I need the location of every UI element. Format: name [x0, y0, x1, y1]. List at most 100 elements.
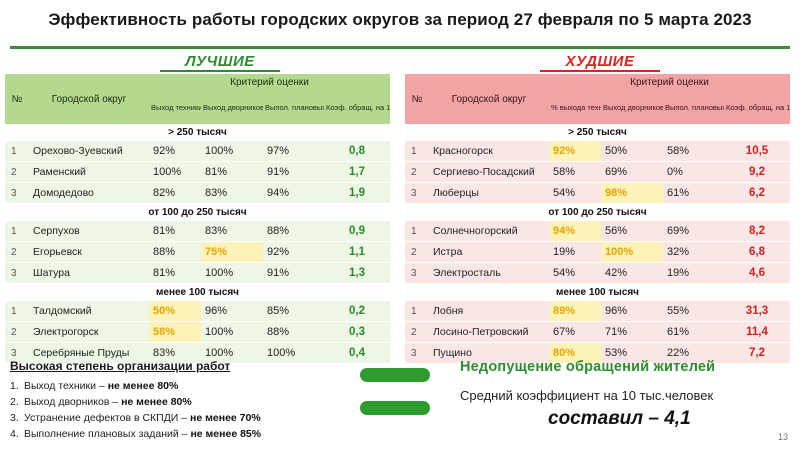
table-row: 2 Электрогорск 58% 100% 88% 0,3: [5, 321, 390, 343]
row-c3: 85%: [263, 301, 324, 322]
row-number: 3: [405, 182, 429, 204]
row-city: Электросталь: [429, 262, 549, 284]
row-c2: 100%: [201, 262, 263, 284]
row-number: 3: [5, 182, 29, 204]
list-item-text: Выход дворников –: [24, 396, 122, 408]
table-row: 3 Электросталь 54% 42% 19% 4,6: [405, 262, 790, 284]
row-city: Красногорск: [429, 141, 549, 162]
row-coef: 1,7: [324, 161, 390, 183]
row-c1: 58%: [549, 161, 601, 183]
row-city: Талдомский: [29, 301, 149, 322]
row-c1-highlight: 50%: [149, 301, 201, 322]
row-city: Солнечногорский: [429, 221, 549, 242]
table-row: 1 Солнечногорский 94% 56% 69% 8,2: [405, 221, 790, 242]
list-item-text: Выполнение плановых заданий –: [24, 428, 191, 440]
row-c1: 54%: [549, 182, 601, 204]
group-label: менее 100 тысяч: [405, 283, 790, 301]
row-c3: 55%: [663, 301, 724, 322]
row-city: Серпухов: [29, 221, 149, 242]
row-coef: 6,2: [724, 182, 790, 204]
row-coef: 9,2: [724, 161, 790, 183]
row-number: 3: [5, 342, 29, 364]
col-header-c1: % выхода техники: [549, 90, 601, 124]
row-city: Серебряные Пруды: [29, 342, 149, 364]
table-row: 3 Люберцы 54% 98% 61% 6,2: [405, 182, 790, 204]
row-city: Егорьевск: [29, 241, 149, 263]
row-c3: 92%: [263, 241, 324, 263]
list-item: 2. Выход дворников – не менее 80%: [10, 394, 261, 410]
result-heading: Недопущение обращений жителей: [460, 359, 716, 375]
row-c1-highlight: 89%: [549, 301, 601, 322]
group-label: от 100 до 250 тысяч: [405, 203, 790, 221]
equals-bar-bottom: [360, 401, 430, 415]
list-item-value: не менее 70%: [190, 412, 261, 424]
group-label: > 250 тысяч: [5, 124, 390, 141]
table-row: 2 Истра 19% 100% 32% 6,8: [405, 241, 790, 263]
table-row: 3 Пущино 80% 53% 22% 7,2: [405, 342, 790, 364]
row-city: Сергиево-Посадский: [429, 161, 549, 183]
col-header-city: Городской округ: [429, 74, 549, 124]
col-header-criteria: Критерий оценки: [149, 74, 390, 90]
list-item: 1. Выход техники – не менее 80%: [10, 378, 261, 394]
row-c3: 69%: [663, 221, 724, 242]
list-item: 3. Устранение дефектов в СКПДИ – не менее…: [10, 410, 261, 426]
page-number: 13: [777, 432, 788, 442]
table-row: 2 Егорьевск 88% 75% 92% 1,1: [5, 241, 390, 263]
worst-heading: ХУДШИЕ: [540, 53, 660, 72]
col-header-c3: Выпол. плановых заданий: [263, 90, 324, 124]
list-item: 4. Выполнение плановых заданий – не менее…: [10, 426, 261, 442]
col-header-c2: Выход дворников (УК+МБУ): [601, 90, 663, 124]
row-number: 2: [5, 321, 29, 343]
row-coef: 0,4: [324, 342, 390, 364]
col-header-num: №: [405, 74, 429, 124]
row-number: 2: [5, 241, 29, 263]
row-c1: 100%: [149, 161, 201, 183]
row-number: 3: [405, 342, 429, 364]
row-c2: 100%: [201, 141, 263, 162]
col-header-c4: Коэф. обращ. на 10 тыс.чел: [324, 90, 390, 124]
row-c1-highlight: 94%: [549, 221, 601, 242]
table-row: 3 Шатура 81% 100% 91% 1,3: [5, 262, 390, 284]
row-c1-highlight: 80%: [549, 342, 601, 364]
worst-table: № Городской округ Критерий оценки % выхо…: [405, 74, 790, 364]
row-c1: 83%: [149, 342, 201, 364]
row-number: 1: [405, 141, 429, 162]
row-coef: 31,3: [724, 301, 790, 322]
row-c2-highlight: 100%: [601, 241, 663, 263]
row-number: 1: [405, 221, 429, 242]
table-row: 1 Орехово-Зуевский 92% 100% 97% 0,8: [5, 141, 390, 162]
row-city: Истра: [429, 241, 549, 263]
row-c3: 61%: [663, 321, 724, 343]
row-c1: 82%: [149, 182, 201, 204]
row-number: 1: [5, 301, 29, 322]
row-city: Электрогорск: [29, 321, 149, 343]
row-c2: 96%: [601, 301, 663, 322]
row-number: 2: [405, 321, 429, 343]
row-c3: 58%: [663, 141, 724, 162]
row-c1: 92%: [149, 141, 201, 162]
row-c1: 81%: [149, 221, 201, 242]
row-c2-highlight: 75%: [201, 241, 263, 263]
list-item-value: не менее 80%: [107, 380, 179, 392]
row-c2: 96%: [201, 301, 263, 322]
row-c1: 81%: [149, 262, 201, 284]
row-coef: 1,3: [324, 262, 390, 284]
row-c2: 42%: [601, 262, 663, 284]
row-c1: 54%: [549, 262, 601, 284]
row-c3: 88%: [263, 321, 324, 343]
row-c3: 22%: [663, 342, 724, 364]
row-coef: 10,5: [724, 141, 790, 162]
row-c2: 83%: [201, 221, 263, 242]
row-c2: 71%: [601, 321, 663, 343]
row-coef: 6,8: [724, 241, 790, 263]
row-city: Домодедово: [29, 182, 149, 204]
row-c2: 56%: [601, 221, 663, 242]
row-c3: 19%: [663, 262, 724, 284]
row-number: 1: [5, 221, 29, 242]
row-coef: 8,2: [724, 221, 790, 242]
row-coef: 4,6: [724, 262, 790, 284]
row-coef: 0,3: [324, 321, 390, 343]
row-city: Орехово-Зуевский: [29, 141, 149, 162]
col-header-criteria: Критерий оценки: [549, 74, 790, 90]
group-label: от 100 до 250 тысяч: [5, 203, 390, 221]
